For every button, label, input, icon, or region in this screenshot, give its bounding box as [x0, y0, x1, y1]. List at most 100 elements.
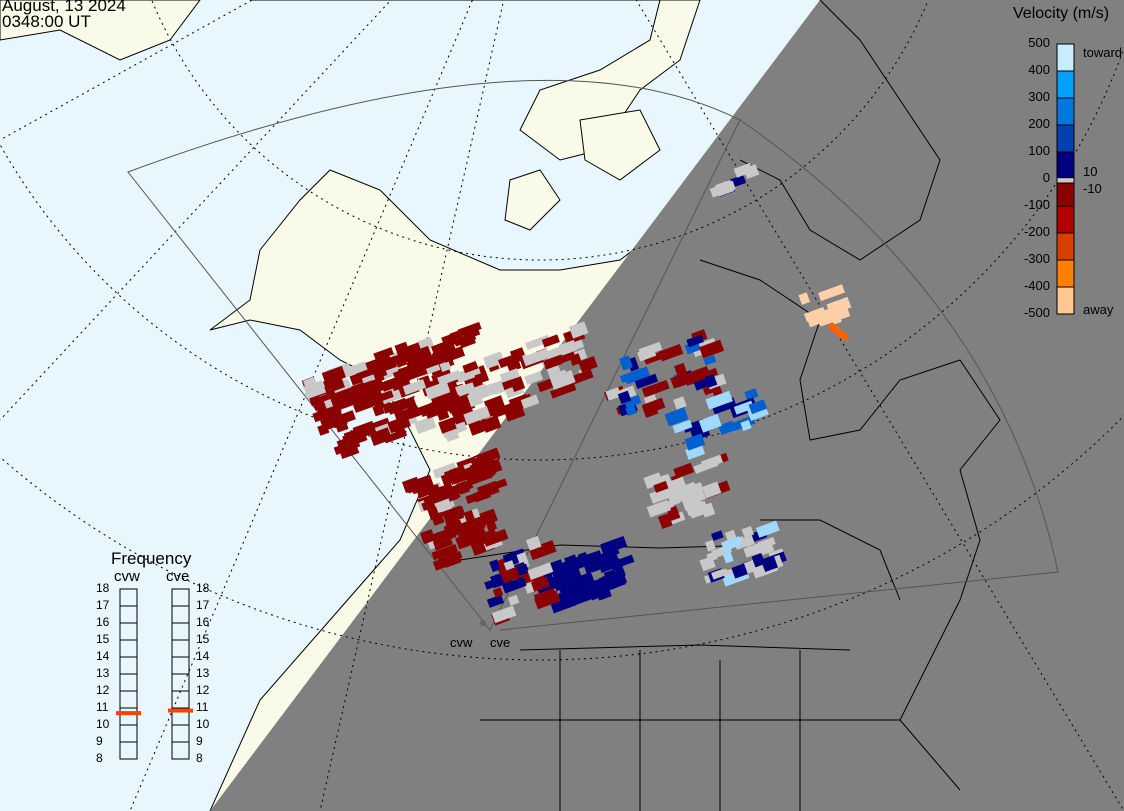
frequency-tick: 13 [96, 666, 110, 680]
echo-cell [456, 370, 476, 384]
colorbar-segment [1056, 259, 1075, 288]
echo-cell [334, 410, 356, 426]
echo-cell [703, 355, 717, 366]
echo-cell [528, 540, 557, 561]
echo-cell [577, 579, 602, 596]
echo-cell [328, 376, 346, 392]
echo-cell [432, 535, 454, 551]
echo-cell [666, 476, 687, 494]
echo-cell [476, 480, 500, 499]
echo-cell [623, 394, 642, 409]
colorbar-segment [1056, 70, 1075, 99]
echo-cell [484, 576, 505, 590]
echo-cell [667, 490, 681, 507]
echo-cell [683, 366, 711, 386]
echo-cell [798, 292, 811, 305]
colorbar-title: Velocity (m/s) [1013, 5, 1110, 22]
frequency-tick: 14 [96, 649, 110, 663]
colorbar-tick: 0 [1042, 170, 1050, 185]
frequency-tick: 16 [96, 615, 110, 629]
echo-cell [684, 433, 706, 451]
frequency-tick: 9 [196, 734, 203, 748]
velocity-colorbar [1056, 43, 1075, 315]
echo-cell [333, 394, 349, 407]
echo-cell [525, 535, 542, 551]
echo-cell [700, 454, 724, 470]
echo-cell [442, 505, 465, 524]
echo-cell [432, 462, 458, 479]
echo-cell [714, 179, 735, 197]
echo-cell [424, 381, 451, 399]
echo-cell [625, 405, 638, 417]
echo-cell [731, 563, 748, 579]
echo-cell [391, 378, 411, 392]
echo-cell [549, 369, 569, 385]
colorbar-segment [1056, 151, 1075, 179]
colorbar-tick: -300 [1023, 251, 1050, 266]
echo-cell [649, 485, 676, 504]
echo-cell [534, 590, 561, 610]
echo-cell [761, 555, 778, 572]
echo-cell [589, 557, 612, 573]
echo-cell [748, 399, 767, 415]
echo-cell [741, 526, 754, 538]
colorbar-tick: -100 [1023, 197, 1050, 212]
echo-cell [751, 553, 766, 568]
echo-cell [442, 346, 466, 363]
echo-cell [483, 395, 505, 413]
echo-cell [525, 334, 551, 350]
colorbar-tick: 100 [1028, 143, 1050, 158]
colorbar-segment [1056, 43, 1075, 72]
frequency-title: Frequency [111, 549, 192, 568]
echo-cell [416, 336, 434, 352]
echo-cell [467, 462, 496, 484]
echo-cell [706, 551, 718, 562]
velocity-echoes [301, 163, 852, 626]
echo-cell [516, 563, 530, 576]
frequency-tick: 11 [196, 700, 209, 714]
echo-cell [463, 406, 491, 425]
echo-cell [605, 387, 622, 401]
echo-cell [578, 356, 598, 373]
echo-cell [462, 360, 479, 374]
echo-cell [445, 519, 464, 536]
echo-cell [381, 363, 403, 380]
echo-cell [394, 341, 411, 358]
echo-cell [522, 348, 550, 367]
echo-cell [673, 396, 687, 410]
colorbar-toward-label: toward [1083, 45, 1123, 60]
echo-cell [416, 483, 441, 499]
echo-cell [369, 427, 393, 446]
colorbar-tick: -200 [1023, 224, 1050, 239]
frequency-tick: 8 [96, 751, 103, 765]
echo-cell [485, 520, 498, 532]
radar-label-cvw: cvw [450, 635, 473, 650]
echo-cell [402, 379, 427, 396]
frequency-tick: 16 [196, 615, 210, 629]
echo-cell [373, 347, 394, 361]
echo-cell [722, 550, 734, 564]
echo-cell [704, 367, 719, 379]
echo-cell [406, 357, 425, 371]
echo-cell [507, 594, 520, 606]
frequency-tick: 15 [196, 632, 210, 646]
echo-cell [442, 553, 462, 568]
echo-cell [704, 539, 716, 552]
echo-cell [693, 375, 716, 391]
echo-cell [595, 584, 612, 601]
frequency-marker [168, 708, 193, 713]
echo-cell [826, 296, 852, 316]
echo-cell [503, 560, 515, 571]
echo-cell [550, 595, 577, 614]
frequency-tick: 18 [196, 581, 210, 595]
echo-cell [658, 344, 684, 362]
colorbar-tick: 500 [1028, 35, 1050, 50]
echo-cell [711, 530, 724, 541]
echo-cell [570, 369, 594, 385]
echo-cell [342, 386, 366, 404]
echo-cell [338, 442, 360, 459]
radar-name-label: cvw [114, 568, 140, 585]
echo-cell [467, 391, 484, 408]
